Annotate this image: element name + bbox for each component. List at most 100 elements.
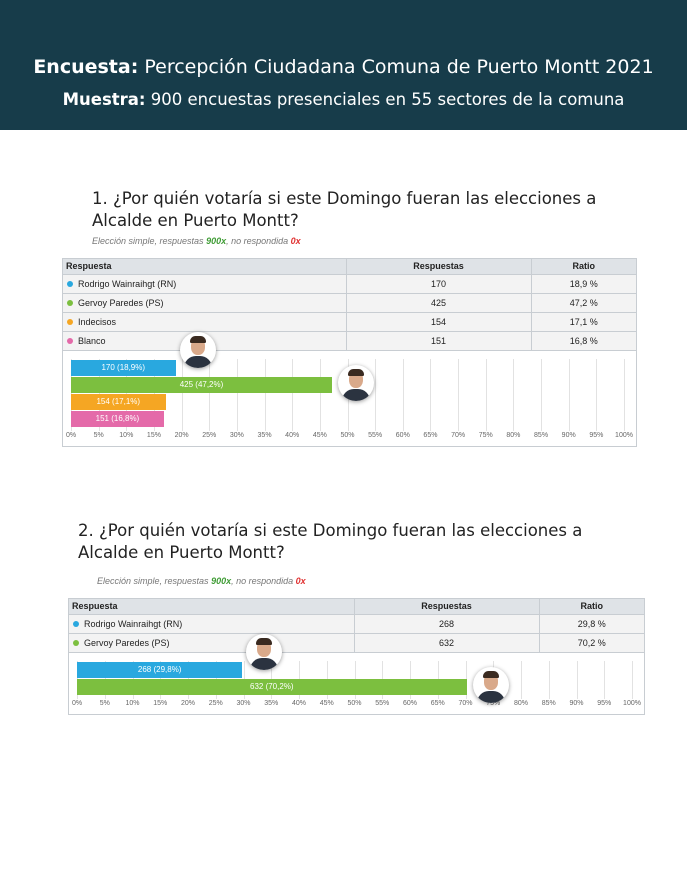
legend-dot	[67, 280, 73, 287]
gridline	[485, 359, 487, 431]
gridline	[521, 661, 522, 699]
avatar-hair	[189, 336, 206, 343]
legend-dot	[67, 299, 73, 306]
answer-name: Gervoy Paredes (PS)	[84, 637, 170, 648]
avatar-hair	[482, 671, 499, 678]
sample-text: 900 encuestas presenciales en 55 sectore…	[150, 90, 625, 109]
ratio-cell: 17,1 %	[531, 311, 636, 331]
question-2-results: Respuesta Respuestas Ratio Rodrigo Wainraih…	[68, 598, 645, 715]
avatar-hair	[256, 638, 273, 645]
table-row: Gervoy Paredes (PS) 632 70,2 %	[69, 632, 644, 652]
tick-label: 5%	[93, 432, 104, 439]
gridline	[624, 359, 625, 431]
sub-mid: , no respondida	[231, 576, 296, 586]
tick-label: 10%	[125, 700, 140, 707]
legend-dot	[73, 639, 79, 646]
gridline	[375, 359, 377, 431]
tick-label: 20%	[180, 700, 196, 707]
report-header: Encuesta: Percepción Ciudadana Comuna de…	[0, 0, 687, 130]
sample-label: Muestra:	[62, 90, 146, 109]
ratio-cell: 47,2 %	[531, 292, 636, 312]
tick-label: 80%	[513, 700, 529, 707]
tick-label: 95%	[597, 700, 612, 707]
candidate-photo-avatar	[246, 634, 283, 670]
tick-label: 65%	[423, 432, 438, 439]
avatar-suit	[250, 658, 279, 670]
table-header-row: Respuesta Respuestas Ratio	[69, 599, 644, 614]
tick-label: 35%	[257, 432, 272, 439]
tick-label: 10%	[119, 432, 134, 439]
bar-1: 425 (47,2%)	[71, 377, 333, 393]
answer-cell: Indecisos	[63, 311, 347, 331]
tick-label: 50%	[340, 432, 355, 439]
tick-label: 80%	[506, 432, 521, 439]
answer-name: Blanco	[78, 335, 106, 346]
tick-label: 5%	[99, 700, 110, 707]
table-row: Gervoy Paredes (PS) 425 47,2 %	[63, 292, 636, 312]
tick-label: 25%	[202, 432, 217, 439]
gridline	[548, 661, 550, 699]
gridline	[541, 359, 543, 431]
count-cell: 151	[346, 330, 532, 350]
gridline	[568, 359, 570, 431]
gridline	[292, 359, 294, 431]
table-row: Rodrigo Wainraihgt (RN) 170 18,9 %	[63, 273, 636, 293]
ratio-cell: 16,8 %	[531, 330, 636, 350]
tick-label: 35%	[264, 700, 279, 707]
count-cell: 632	[354, 632, 540, 652]
tick-label: 30%	[236, 700, 251, 707]
bar-chart: 0% 5% 10% 15% 20% 25% 30% 35% 40% 45% 50% 55% 60% 65%…	[63, 332, 636, 446]
tick-label: 65%	[430, 700, 445, 707]
tick-label: 40%	[285, 432, 300, 439]
survey-title: Encuesta: Percepción Ciudadana Comuna de…	[0, 56, 687, 78]
tick-label: 85%	[534, 432, 549, 439]
sub-count: 900x	[206, 236, 227, 246]
column-header: Respuestas	[346, 259, 532, 274]
gridline	[604, 661, 606, 699]
answer-cell: Gervoy Paredes (PS)	[63, 292, 347, 312]
bar-2: 154 (17,1%)	[71, 394, 166, 410]
column-header: Ratio	[539, 599, 644, 614]
tick-label: 25%	[208, 700, 223, 707]
column-header: Respuestas	[354, 599, 540, 614]
title-label: Encuesta:	[33, 56, 139, 78]
results-table: Respuesta Respuestas Ratio Rodrigo Wainraih…	[69, 599, 644, 652]
answer-cell: Rodrigo Wainraihgt (RN)	[63, 273, 347, 293]
sub-mid: , no respondida	[226, 236, 291, 246]
tick-label: 45%	[312, 432, 327, 439]
results-table: Respuesta Respuestas Ratio Rodrigo Wainraih…	[63, 259, 636, 350]
sub-pre: Elección simple, respuestas	[97, 576, 212, 586]
tick-label: 100%	[615, 432, 633, 439]
tick-label: 95%	[589, 432, 604, 439]
answer-name: Rodrigo Wainraihgt (RN)	[78, 278, 177, 289]
tick-label: 55%	[375, 700, 390, 707]
count-cell: 170	[346, 273, 532, 293]
tick-label: 90%	[569, 700, 584, 707]
table-row: Indecisos 154 17,1 %	[63, 311, 636, 331]
tick-label: 60%	[395, 432, 410, 439]
question-2-subtitle: Elección simple, respuestas 900x, no res…	[97, 576, 306, 586]
bar-0: 268 (29,8%)	[77, 662, 243, 678]
legend-dot	[73, 620, 79, 627]
gridline	[576, 661, 578, 699]
bar-chart: 0% 5% 10% 15% 20% 25% 30% 35% 40% 45% 50% 55% 60% 65%…	[69, 634, 644, 714]
tick-label: 0%	[71, 700, 83, 707]
question-1-results: Respuesta Respuestas Ratio Rodrigo Wainraih…	[62, 258, 637, 447]
tick-label: 70%	[451, 432, 466, 439]
tick-label: 60%	[402, 700, 418, 707]
avatar-hair	[348, 369, 365, 376]
sub-pre: Elección simple, respuestas	[92, 236, 207, 246]
column-header: Ratio	[531, 259, 636, 274]
tick-label: 40%	[291, 700, 307, 707]
legend-dot	[67, 337, 73, 344]
tick-label: 85%	[541, 700, 556, 707]
tick-label: 0%	[65, 432, 77, 439]
question-1-subtitle: Elección simple, respuestas 900x, no res…	[92, 236, 301, 246]
tick-label: 50%	[347, 700, 362, 707]
sub-count: 900x	[211, 576, 232, 586]
ratio-cell: 18,9 %	[531, 273, 636, 293]
gridline	[632, 661, 633, 699]
ratio-cell: 70,2 %	[539, 632, 644, 652]
tick-label: 45%	[319, 700, 334, 707]
answer-cell: Rodrigo Wainraihgt (RN)	[69, 613, 355, 633]
